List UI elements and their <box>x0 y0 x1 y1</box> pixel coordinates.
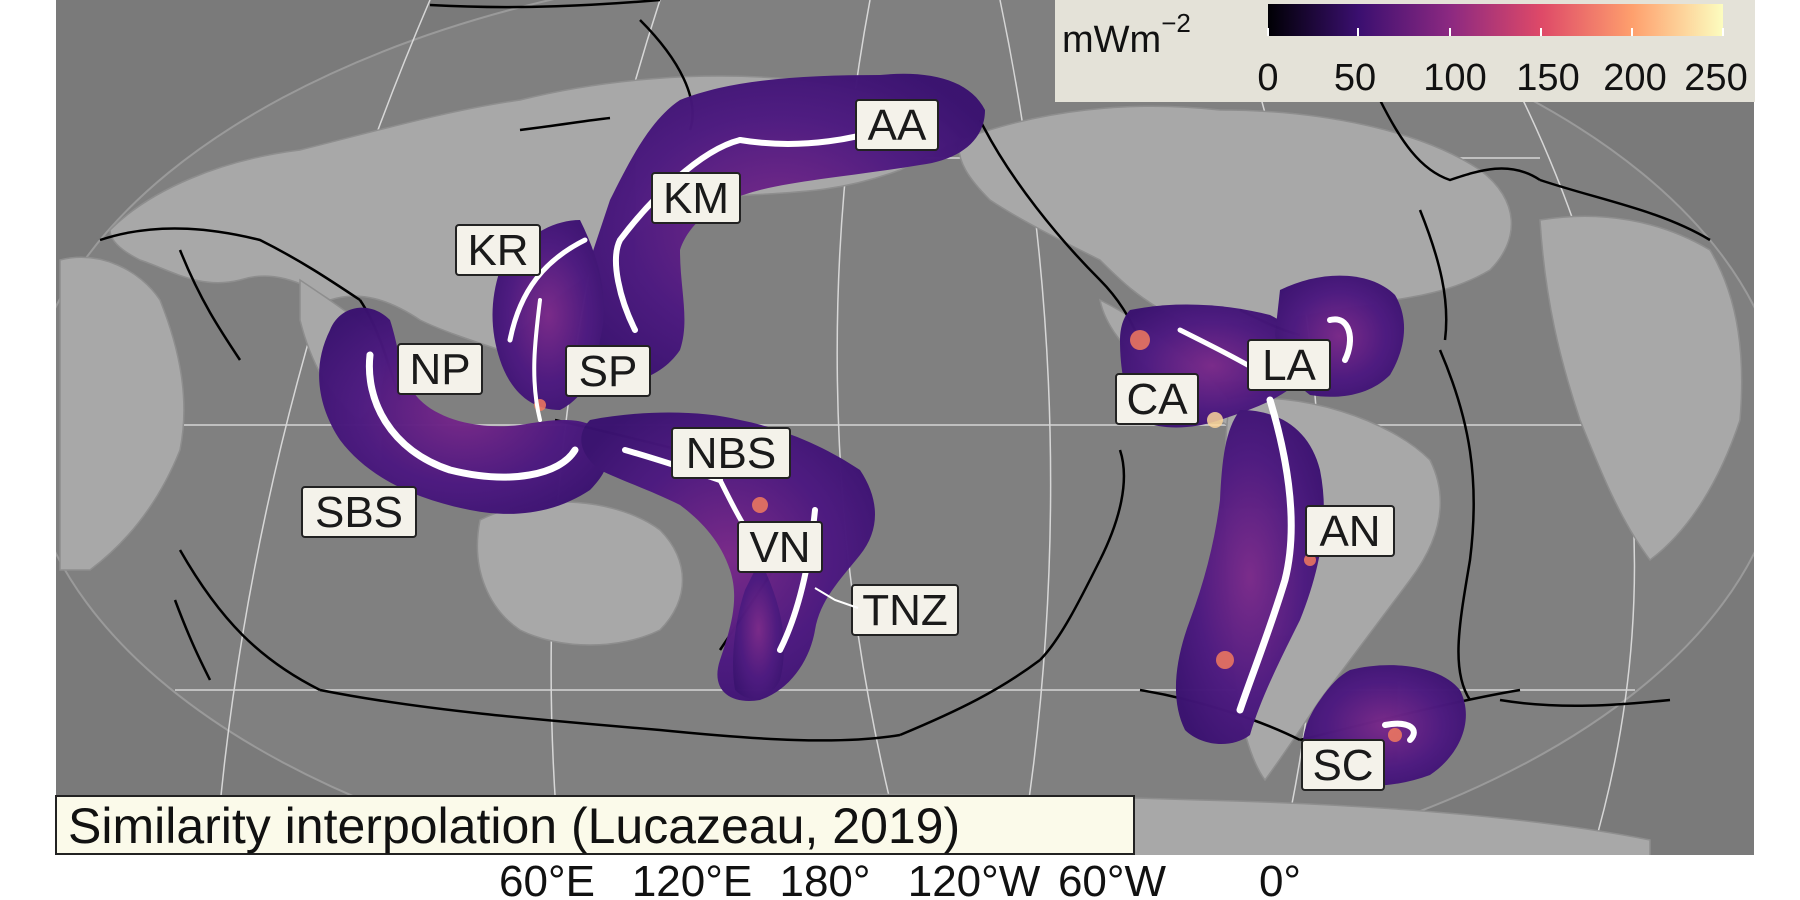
zone-label-box <box>1305 505 1395 557</box>
zone-label-text: LA <box>1262 341 1316 390</box>
land-africa <box>59 256 185 571</box>
zone-label-vn: VN <box>737 521 823 573</box>
trench-lesser-antilles <box>1327 316 1353 363</box>
zone-label-box <box>671 427 791 479</box>
land-australia <box>476 501 684 646</box>
trench-ryukyu <box>507 237 588 343</box>
zone-label-box <box>455 224 541 276</box>
longitude-label: 60°W <box>1058 857 1167 900</box>
zone-label-box <box>651 172 741 224</box>
colorbar-tick-label: 250 <box>1684 57 1747 99</box>
colorbar-tick-label: 100 <box>1423 57 1486 99</box>
zone-label-sc: SC <box>1301 739 1385 791</box>
colorbar-unit: mWm−2 <box>1062 8 1191 61</box>
land-europe-africa-east <box>1539 215 1743 562</box>
colorbar-tick-labels: 0 50 100 150 200 250 <box>1257 57 1747 99</box>
zone-label-text: NBS <box>686 429 776 478</box>
zone-label-aa: AA <box>855 99 939 151</box>
map-title: Similarity interpolation (Lucazeau, 2019… <box>55 795 1135 855</box>
zone-label-km: KM <box>651 172 741 224</box>
zone-label-box <box>851 584 959 636</box>
zone-label-text: NP <box>409 345 470 394</box>
zone-label-box <box>301 486 417 538</box>
longitude-label: 0° <box>1259 857 1301 900</box>
trench-kuril-izu <box>612 137 743 333</box>
zone-label-sp: SP <box>565 345 651 397</box>
zone-label-box <box>565 345 651 397</box>
zone-label-box <box>1301 739 1385 791</box>
zone-label-box <box>737 521 823 573</box>
zone-label-sbs: SBS <box>301 486 417 538</box>
title-text: Similarity interpolation (Lucazeau, 2019… <box>68 798 960 854</box>
zone-label-kr: KR <box>455 224 541 276</box>
trench-scotia <box>1382 720 1417 743</box>
heatflow-tonga-kermadec <box>733 560 784 699</box>
trench-sunda <box>365 351 579 481</box>
tnz-leader-line <box>814 587 859 609</box>
heatflow-sunda <box>319 307 609 514</box>
longitude-label: 120°W <box>908 857 1041 900</box>
heatflow-aleutian-kuril <box>573 73 985 384</box>
zone-label-text: SC <box>1312 741 1373 790</box>
heat-flow-hotspots <box>534 189 1402 742</box>
zone-label-la: LA <box>1247 339 1331 391</box>
colorbar-tick-label: 200 <box>1603 57 1666 99</box>
zone-label-tnz: TNZ <box>851 584 959 636</box>
zone-label-text: SBS <box>315 488 403 537</box>
longitude-label: 120°E <box>632 857 752 900</box>
zone-label-text: AA <box>868 101 927 150</box>
zone-label-nbs: NBS <box>671 427 791 479</box>
colorbar-ticks <box>1267 28 1724 36</box>
zone-labels: AA KM KR NP SP NBS SBS VN TNZ CA LA AN SC <box>301 99 1395 791</box>
trench-andes <box>1236 396 1295 714</box>
heatflow-new-britain-vanuatu <box>581 412 875 701</box>
trench-philippine <box>532 298 542 422</box>
longitude-label: 180° <box>779 857 870 900</box>
zone-label-text: TNZ <box>862 586 948 635</box>
colorbar-tick-label: 150 <box>1516 57 1579 99</box>
zone-label-text: CA <box>1126 375 1188 424</box>
zone-label-text: KM <box>663 174 729 223</box>
zone-label-box <box>1115 373 1199 425</box>
title-box <box>55 795 1135 855</box>
zone-label-text: KR <box>467 226 528 275</box>
longitude-labels: 60°E 120°E 180° 120°W 60°W 0° <box>499 857 1301 900</box>
colorbar-legend: mWm−2 0 50 100 150 200 250 <box>1055 0 1755 102</box>
zone-label-text: VN <box>749 523 810 572</box>
zone-label-box <box>397 343 483 395</box>
colorbar-gradient <box>1268 4 1723 36</box>
zone-label-np: NP <box>397 343 483 395</box>
zone-label-text: AN <box>1319 507 1380 556</box>
longitude-label: 60°E <box>499 857 595 900</box>
zone-label-ca: CA <box>1115 373 1199 425</box>
zone-label-box <box>855 99 939 151</box>
zone-label-text: SP <box>579 347 638 396</box>
colorbar-tick-label: 50 <box>1334 57 1376 99</box>
zone-label-an: AN <box>1305 505 1395 557</box>
zone-label-box <box>1247 339 1331 391</box>
colorbar-tick-label: 0 <box>1257 57 1278 99</box>
